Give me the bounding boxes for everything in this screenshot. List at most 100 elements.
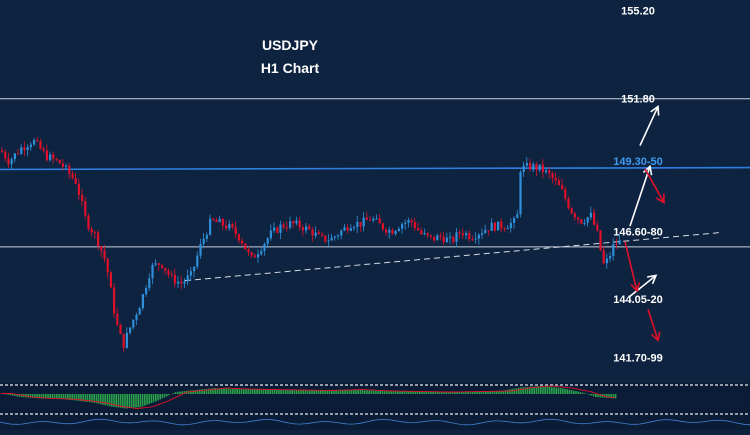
candle-up [257, 254, 259, 257]
macd-histogram-bar [27, 394, 29, 398]
macd-histogram-bar [285, 390, 287, 394]
candle-up [203, 239, 205, 244]
macd-histogram-bar [384, 391, 386, 394]
macd-histogram-bar [126, 394, 128, 408]
candle-up [507, 228, 509, 229]
candle-up [33, 140, 35, 145]
macd-histogram-bar [133, 394, 135, 408]
candle-up [455, 232, 457, 241]
macd-histogram-bar [362, 390, 364, 394]
candle-down [459, 232, 461, 233]
candle-up [190, 271, 192, 275]
candle-down [577, 217, 579, 219]
candle-up [267, 238, 269, 243]
candle-up [478, 235, 480, 239]
macd-histogram-bar [408, 391, 410, 394]
macd-histogram-bar [223, 388, 225, 394]
candle-down [87, 216, 89, 229]
candle-down [231, 224, 233, 227]
candle-down [318, 233, 320, 234]
candle-up [273, 227, 275, 230]
candle-down [385, 229, 387, 232]
macd-histogram-bar [294, 390, 296, 394]
candle-up [270, 231, 272, 239]
candle-up [583, 223, 585, 224]
candle-down [548, 170, 550, 173]
candle-down [23, 147, 25, 150]
candle-down [17, 153, 19, 154]
macd-histogram-bar [386, 391, 388, 394]
candle-up [279, 225, 281, 233]
candle-up [539, 164, 541, 170]
macd-histogram-bar [588, 394, 590, 395]
macd-histogram-bar [179, 392, 181, 394]
macd-histogram-bar [131, 394, 133, 408]
candle-up [407, 220, 409, 223]
macd-histogram-bar [287, 390, 289, 394]
macd-histogram-bar [437, 392, 439, 394]
candle-up [350, 228, 352, 231]
macd-histogram-bar [401, 391, 403, 394]
candle-down [225, 225, 227, 228]
candle-up [340, 230, 342, 235]
macd-histogram-bar [278, 390, 280, 394]
candle-down [244, 243, 246, 249]
macd-histogram-bar [12, 394, 14, 396]
candle-up [590, 213, 592, 218]
macd-histogram-bar [245, 389, 247, 394]
macd-histogram-bar [166, 394, 168, 396]
candle-down [417, 228, 419, 230]
candle-down [558, 180, 560, 185]
candle-up [129, 327, 131, 332]
candle-up [228, 224, 230, 228]
macd-histogram-bar [58, 394, 60, 399]
candle-up [49, 155, 51, 161]
candle-up [395, 231, 397, 234]
price-label-3: 146.60-80 [613, 226, 663, 238]
candle-up [155, 263, 157, 264]
macd-histogram-bar [140, 394, 142, 407]
candle-down [468, 233, 470, 239]
candle-down [55, 159, 57, 160]
candle-down [427, 233, 429, 235]
macd-histogram-bar [159, 394, 161, 399]
candle-up [609, 256, 611, 258]
macd-histogram-bar [256, 389, 258, 394]
macd-histogram-bar [544, 386, 546, 394]
macd-histogram-bar [221, 388, 223, 394]
candle-down [222, 219, 224, 225]
candle-down [593, 213, 595, 225]
candle-down [311, 229, 313, 235]
macd-histogram-bar [320, 391, 322, 395]
macd-histogram-bar [300, 390, 302, 394]
candle-down [535, 164, 537, 170]
candle-down [433, 237, 435, 241]
macd-histogram-bar [404, 391, 406, 394]
candle-down [599, 230, 601, 250]
candle-up [177, 282, 179, 284]
price-label-4: 144.05-20 [613, 294, 663, 306]
macd-histogram-bar [432, 392, 434, 394]
candle-down [452, 237, 454, 242]
macd-histogram-bar [551, 387, 553, 394]
candle-down [52, 155, 54, 159]
candle-up [375, 218, 377, 219]
macd-histogram-bar [234, 389, 236, 394]
candle-down [71, 174, 73, 178]
candle-down [369, 220, 371, 221]
candle-up [139, 308, 141, 315]
candle-up [449, 237, 451, 238]
macd-histogram-bar [291, 390, 293, 394]
macd-histogram-bar [430, 392, 432, 394]
macd-histogram-bar [357, 390, 359, 394]
macd-histogram-bar [148, 394, 150, 404]
macd-histogram-bar [379, 391, 381, 394]
candle-up [27, 147, 29, 150]
macd-histogram-bar [311, 390, 313, 394]
macd-histogram-bar [241, 389, 243, 394]
candle-down [551, 173, 553, 178]
candle-down [91, 229, 93, 232]
macd-histogram-bar [580, 392, 582, 394]
candle-down [286, 227, 288, 228]
